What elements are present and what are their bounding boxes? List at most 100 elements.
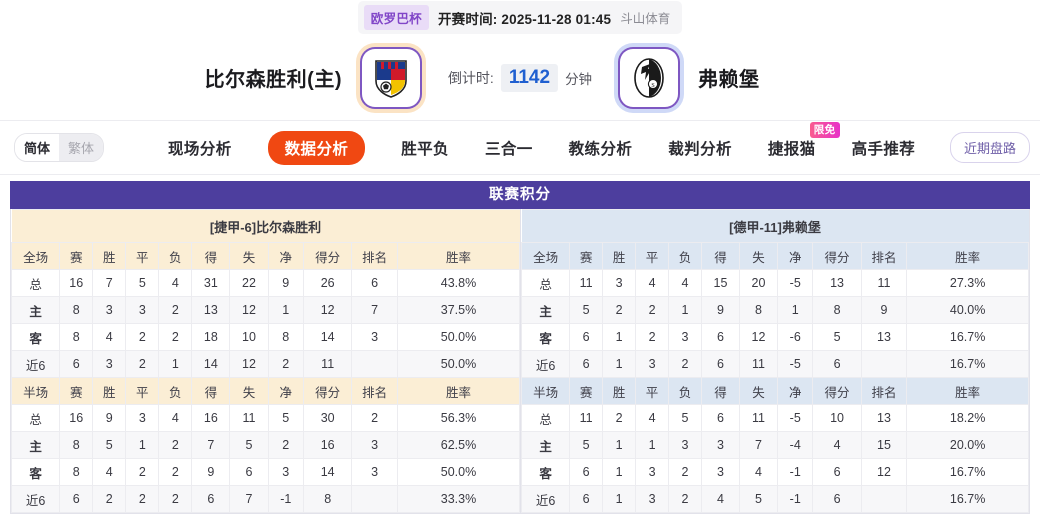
tab-referee-analysis[interactable]: 裁判分析 — [668, 140, 732, 158]
table-row: 客 6 1 3 2 3 4 -1 6 12 16.7% — [520, 458, 1029, 486]
col-diff: 净 — [267, 377, 305, 405]
row-scope: 总 — [520, 269, 571, 297]
col-drawn: 平 — [125, 377, 160, 405]
row-scope: 主 — [10, 296, 61, 324]
table-row: 主 8 5 1 2 7 5 2 16 3 62.5% — [10, 431, 520, 459]
table-row: 主 5 2 2 1 9 8 1 8 9 40.0% — [520, 296, 1029, 324]
tab-live-analysis[interactable]: 现场分析 — [168, 140, 232, 158]
table-row: 总 11 3 4 4 15 20 -5 13 11 27.3% — [520, 269, 1029, 297]
row-scope: 总 — [10, 404, 61, 432]
competition-tag: 欧罗巴杯 — [363, 5, 429, 30]
tab-coach-analysis[interactable]: 教练分析 — [568, 140, 633, 158]
col-winrate: 胜率 — [397, 377, 520, 405]
tab-data-analysis[interactable]: 数据分析 — [267, 130, 366, 165]
col-against: 失 — [229, 377, 269, 405]
col-against: 失 — [229, 242, 269, 270]
col-points: 得分 — [812, 242, 862, 270]
row-scope: 近6 — [10, 485, 61, 513]
table-row: 客 8 4 2 2 18 10 8 14 3 50.0% — [10, 323, 520, 351]
away-caption-text: [德甲-11]弗赖堡 — [521, 209, 1029, 243]
row-scope: 客 — [520, 323, 571, 351]
table-row: 总 16 7 5 4 31 22 9 26 6 43.8% — [10, 269, 520, 297]
countdown: 倒计时: 1142 分钟 — [447, 63, 593, 92]
col-diff: 净 — [776, 377, 814, 405]
col-drawn: 平 — [125, 242, 160, 270]
teams-header: 比尔森胜利(主) 倒计时: 1142 分钟 — [0, 35, 1040, 120]
table-row: 客 8 4 2 2 9 6 3 14 3 50.0% — [10, 458, 520, 486]
col-against: 失 — [738, 242, 779, 270]
col-won: 胜 — [602, 242, 637, 270]
row-scope: 总 — [520, 404, 571, 432]
col-rank: 排名 — [860, 377, 908, 405]
match-info-bar: 欧罗巴杯 开赛时间: 2025-11-28 01:45 斗山体育 — [0, 0, 1040, 35]
match-info-pill: 欧罗巴杯 开赛时间: 2025-11-28 01:45 斗山体育 — [357, 1, 683, 34]
col-won: 胜 — [92, 377, 127, 405]
table-row: 近6 6 3 2 1 14 12 2 11 50.0% — [10, 350, 520, 378]
col-lost: 负 — [668, 377, 702, 405]
table-row: 主 5 1 1 3 3 7 -4 4 15 20.0% — [520, 431, 1029, 459]
standings-title: 联赛积分 — [10, 181, 1030, 209]
tab-three-in-one[interactable]: 三合一 — [484, 140, 533, 158]
row-scope: 近6 — [520, 485, 571, 513]
col-drawn: 平 — [635, 242, 670, 270]
row-scope: 客 — [520, 458, 571, 486]
table-row: 总 11 2 4 5 6 11 -5 10 13 18.2% — [520, 404, 1029, 432]
lang-traditional-option[interactable]: 繁体 — [59, 134, 104, 161]
col-played: 赛 — [59, 242, 94, 270]
col-drawn: 平 — [635, 377, 670, 405]
row-scope: 客 — [10, 323, 61, 351]
away-team[interactable]: S 弗赖堡 — [610, 48, 1040, 107]
countdown-unit: 分钟 — [565, 71, 593, 87]
recent-odds-button[interactable]: 近期盘路 — [949, 132, 1030, 163]
col-played: 赛 — [569, 377, 604, 405]
col-scope: 半场 — [10, 377, 61, 405]
viktoria-plzen-crest-icon — [362, 48, 420, 107]
col-winrate: 胜率 — [397, 242, 520, 270]
away-standings: [德甲-11]弗赖堡 全场 赛 胜 平 负 得 失 净 得分 排名 胜率 — [520, 209, 1029, 513]
limited-free-badge: 限免 — [809, 121, 840, 138]
home-standings-table: [捷甲-6]比尔森胜利 全场 赛 胜 平 负 得 失 净 得分 排名 胜率 — [10, 209, 520, 513]
tab-expert-picks[interactable]: 高手推荐 — [851, 140, 916, 158]
col-against: 失 — [738, 377, 779, 405]
row-scope: 主 — [10, 431, 61, 459]
col-scope: 全场 — [10, 242, 61, 270]
col-for: 得 — [700, 242, 740, 270]
row-scope: 近6 — [520, 350, 571, 378]
home-fulltime-header: 全场 赛 胜 平 负 得 失 净 得分 排名 胜率 — [10, 242, 520, 270]
countdown-label: 倒计时: — [447, 69, 494, 86]
tab-win-draw-loss[interactable]: 胜平负 — [401, 140, 449, 158]
tab-jiebao-cat[interactable]: 捷报猫 限免 — [767, 121, 840, 159]
col-rank: 排名 — [860, 242, 908, 270]
col-winrate: 胜率 — [906, 377, 1029, 405]
analysis-tabs: 现场分析 数据分析 胜平负 三合一 教练分析 裁判分析 捷报猫 限免 高手推荐 — [168, 121, 916, 165]
row-scope: 近6 — [10, 350, 61, 378]
col-rank: 排名 — [351, 242, 399, 270]
broadcast-channel: 斗山体育 — [620, 12, 671, 26]
home-caption-text: [捷甲-6]比尔森胜利 — [11, 209, 520, 243]
away-standings-table: [德甲-11]弗赖堡 全场 赛 胜 平 负 得 失 净 得分 排名 胜率 — [520, 209, 1029, 513]
language-toggle[interactable]: 简体 繁体 — [14, 133, 105, 162]
row-scope: 客 — [10, 458, 61, 486]
col-winrate: 胜率 — [906, 242, 1029, 270]
home-table-caption: [捷甲-6]比尔森胜利 — [11, 209, 520, 243]
home-standings: [捷甲-6]比尔森胜利 全场 赛 胜 平 负 得 失 净 得分 排名 胜率 — [10, 209, 520, 513]
col-won: 胜 — [602, 377, 637, 405]
home-team-name: 比尔森胜利(主) — [204, 69, 342, 91]
col-lost: 负 — [158, 242, 193, 270]
row-scope: 主 — [520, 296, 571, 324]
col-for: 得 — [191, 377, 231, 405]
col-for: 得 — [191, 242, 231, 270]
table-row: 主 8 3 3 2 13 12 1 12 7 37.5% — [10, 296, 520, 324]
row-scope: 总 — [10, 269, 61, 297]
col-for: 得 — [700, 377, 740, 405]
home-team[interactable]: 比尔森胜利(主) — [0, 48, 430, 107]
lang-simplified-option[interactable]: 简体 — [15, 134, 60, 161]
col-rank: 排名 — [351, 377, 399, 405]
col-points: 得分 — [303, 377, 353, 405]
col-played: 赛 — [569, 242, 604, 270]
col-played: 赛 — [59, 377, 94, 405]
table-row: 客 6 1 2 3 6 12 -6 5 13 16.7% — [520, 323, 1029, 351]
tab-jiebao-cat-label: 捷报猫 — [767, 140, 816, 158]
kickoff-time: 开赛时间: 2025-11-28 01:45 — [437, 11, 612, 27]
sc-freiburg-crest-icon: S — [620, 48, 678, 107]
